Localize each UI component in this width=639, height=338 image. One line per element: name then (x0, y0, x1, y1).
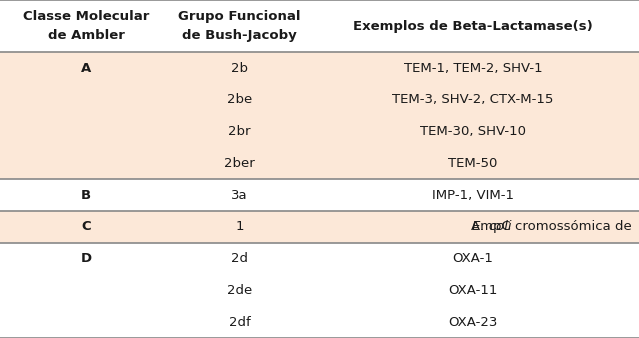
Text: Exemplos de Beta-Lactamase(s): Exemplos de Beta-Lactamase(s) (353, 20, 593, 33)
Text: Classe Molecular: Classe Molecular (23, 10, 150, 23)
Text: AmpC cromossómica de: AmpC cromossómica de (471, 220, 636, 234)
Bar (0, 84, 639, 116)
Bar (0, 274, 639, 306)
Text: IMP-1, VIM-1: IMP-1, VIM-1 (432, 189, 514, 202)
Text: TEM-3, SHV-2, CTX-M-15: TEM-3, SHV-2, CTX-M-15 (392, 94, 553, 106)
Bar (0, 306, 639, 338)
Bar (0, 0, 639, 52)
Text: OXA-11: OXA-11 (448, 284, 498, 297)
Text: 1: 1 (235, 220, 244, 234)
Text: D: D (81, 252, 92, 265)
Text: C: C (81, 220, 91, 234)
Text: TEM-50: TEM-50 (448, 157, 498, 170)
Bar (0, 52, 639, 84)
Text: 3a: 3a (231, 189, 248, 202)
Text: Grupo Funcional: Grupo Funcional (178, 10, 301, 23)
Text: 2df: 2df (229, 316, 250, 329)
Text: de Ambler: de Ambler (48, 29, 125, 42)
Text: TEM-30, SHV-10: TEM-30, SHV-10 (420, 125, 526, 138)
Text: OXA-1: OXA-1 (452, 252, 493, 265)
Text: OXA-23: OXA-23 (448, 316, 498, 329)
Text: 2br: 2br (228, 125, 251, 138)
Bar (0, 148, 639, 179)
Text: 2de: 2de (227, 284, 252, 297)
Text: de Bush-Jacoby: de Bush-Jacoby (182, 29, 297, 42)
Text: TEM-1, TEM-2, SHV-1: TEM-1, TEM-2, SHV-1 (404, 62, 542, 75)
Text: 2ber: 2ber (224, 157, 255, 170)
Bar (0, 179, 639, 211)
Text: A: A (81, 62, 91, 75)
Text: B: B (81, 189, 91, 202)
Text: 2b: 2b (231, 62, 248, 75)
Bar (0, 116, 639, 148)
Text: 2d: 2d (231, 252, 248, 265)
Bar (0, 243, 639, 274)
Text: 2be: 2be (227, 94, 252, 106)
Bar (0, 211, 639, 243)
Text: E. coli: E. coli (472, 220, 512, 234)
